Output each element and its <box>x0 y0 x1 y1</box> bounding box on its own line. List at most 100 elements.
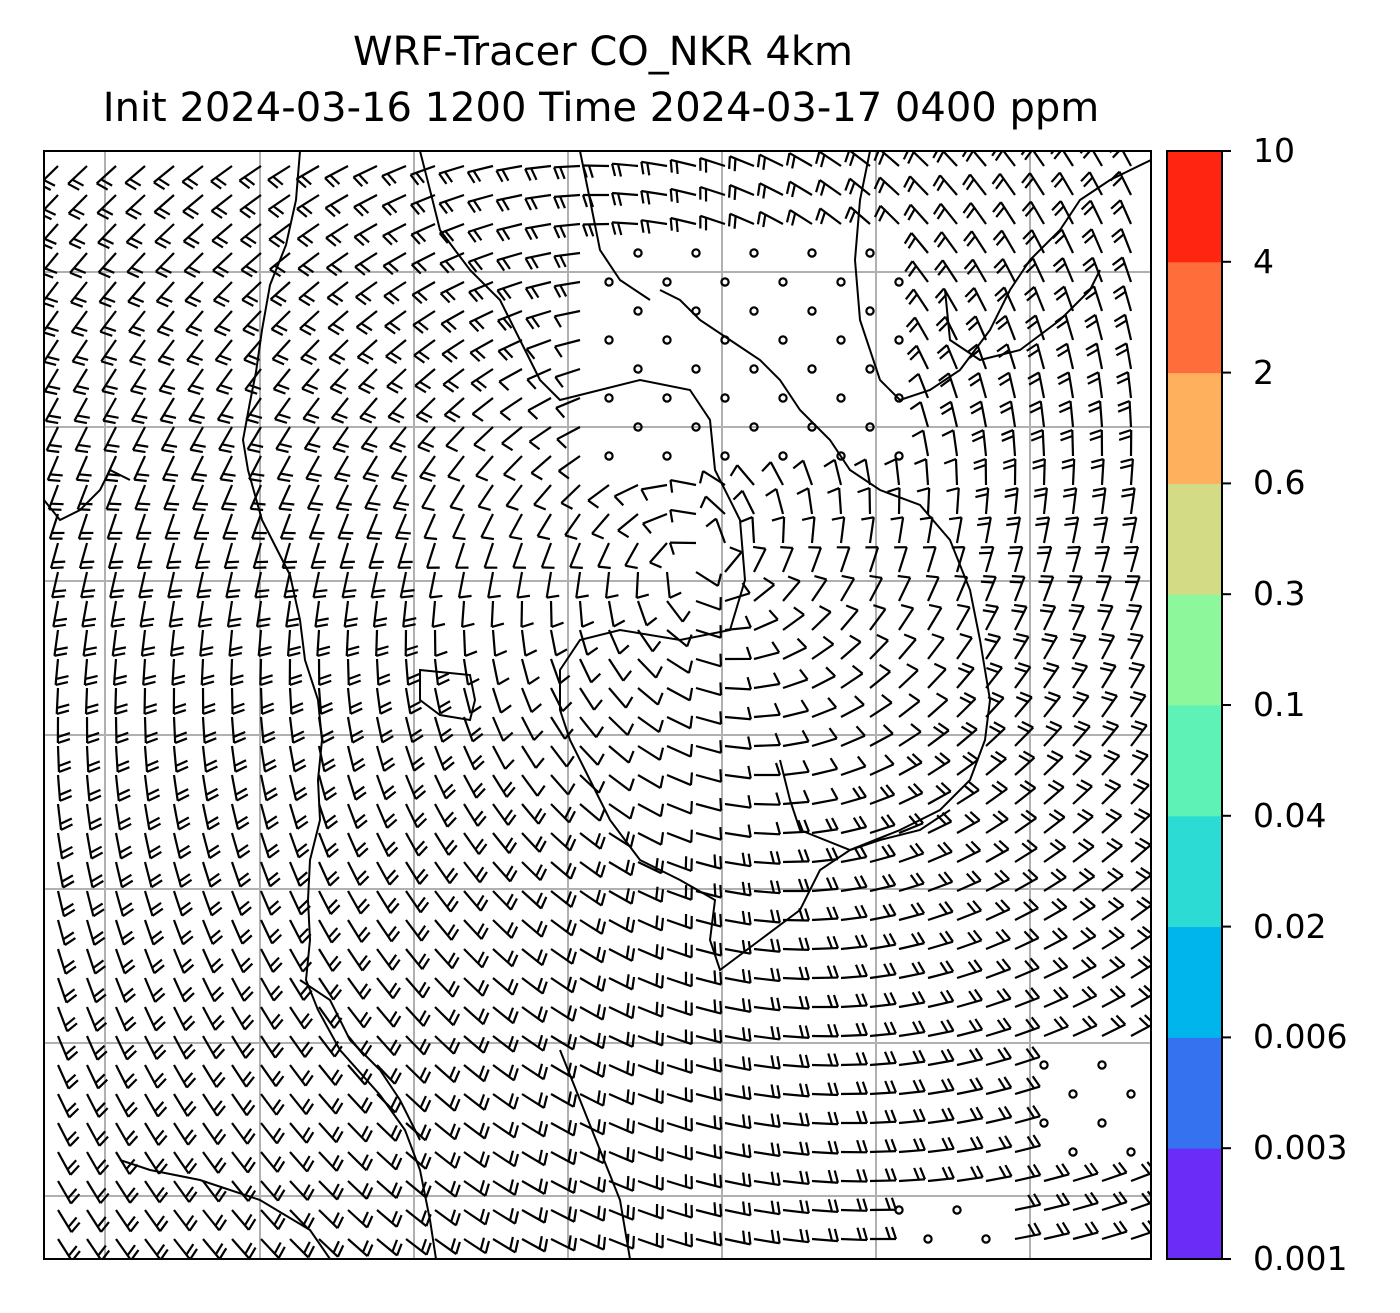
wind-barb <box>85 977 107 1004</box>
wind-barb <box>86 1209 110 1233</box>
wind-barb <box>524 164 552 181</box>
wind-barb <box>165 542 182 570</box>
wind-barb <box>376 1035 402 1057</box>
wind-barb <box>492 1207 520 1225</box>
wind-barb <box>579 889 607 907</box>
wind-barb <box>640 219 668 234</box>
wind-barb <box>1072 1221 1100 1241</box>
wind-barb <box>107 542 124 570</box>
wind-barb <box>1014 1134 1042 1154</box>
wind-barb <box>925 574 940 602</box>
wind-barb <box>550 948 577 965</box>
wind-barb <box>695 740 723 754</box>
wind-barb <box>216 397 234 425</box>
wind-barb <box>666 1232 693 1248</box>
wind-barb <box>869 873 897 893</box>
wind-barb <box>579 774 606 794</box>
wind-barb <box>375 716 394 744</box>
wind-barb <box>173 1180 198 1203</box>
wind-barb <box>399 571 415 599</box>
wind-barb <box>811 1140 840 1155</box>
wind-barb <box>932 151 958 167</box>
wind-barb <box>155 252 175 279</box>
wind-barb <box>956 1077 984 1096</box>
wind-barb <box>318 1238 345 1258</box>
wind-barb <box>520 629 538 657</box>
wind-barb <box>202 1180 227 1203</box>
calm-wind-circle <box>1068 1147 1078 1157</box>
wind-barb <box>1052 257 1075 283</box>
wind-barb <box>492 1150 520 1168</box>
wind-barb <box>202 1093 226 1117</box>
wind-barb <box>172 948 195 974</box>
wind-barb <box>114 890 135 917</box>
wind-barb <box>753 996 781 1012</box>
wind-barb <box>443 397 465 423</box>
wind-barb <box>695 711 723 726</box>
wind-barb <box>869 1109 897 1125</box>
wind-barb <box>922 546 937 573</box>
wind-barb <box>470 368 494 392</box>
wind-barb <box>212 281 233 308</box>
wind-barb <box>993 258 1016 283</box>
wind-barb <box>76 484 93 511</box>
wind-barb <box>260 977 284 1002</box>
wind-barb <box>385 339 407 365</box>
wind-barb <box>260 1006 284 1030</box>
wind-barb <box>477 484 494 512</box>
wind-barb <box>259 890 282 916</box>
wind-barb <box>346 687 363 715</box>
wind-barb <box>985 1046 1012 1067</box>
calm-wind-circle <box>604 393 614 403</box>
wind-barb <box>637 1059 664 1076</box>
wind-barb <box>728 155 755 172</box>
wind-barb <box>56 803 73 831</box>
wind-barb <box>438 193 465 215</box>
wind-barb <box>1124 575 1141 602</box>
wind-barb <box>526 367 552 390</box>
wind-barb <box>898 693 921 718</box>
wind-barb <box>1057 371 1075 399</box>
wind-barb <box>954 574 969 602</box>
wind-barb <box>724 969 752 984</box>
wind-barb <box>927 841 953 864</box>
wind-barb <box>669 187 697 204</box>
wind-barb <box>501 426 523 452</box>
wind-barb <box>114 745 130 773</box>
wind-barb <box>558 455 581 480</box>
wind-barb <box>357 368 378 395</box>
wind-barb <box>376 1151 403 1171</box>
calm-wind-circle <box>778 451 788 461</box>
wind-barb <box>521 1235 549 1253</box>
wind-barb <box>1064 516 1080 544</box>
wind-barb <box>666 942 693 959</box>
wind-barb <box>144 1064 167 1089</box>
wind-barb <box>312 571 328 599</box>
calm-wind-circle <box>633 248 643 258</box>
wind-barb <box>637 658 663 679</box>
wind-barb <box>410 193 436 216</box>
wind-barb <box>226 600 242 628</box>
wind-barb <box>550 1235 578 1252</box>
wind-barb <box>624 542 639 570</box>
wind-barb <box>540 542 555 569</box>
calm-wind-circle <box>1097 1060 1107 1070</box>
wind-barb <box>360 426 378 453</box>
wind-barb <box>160 426 178 454</box>
wind-barb <box>695 854 723 870</box>
wind-barb <box>1101 779 1122 805</box>
wind-barb <box>382 223 407 246</box>
wind-barb <box>898 753 923 776</box>
wind-barb <box>1072 779 1093 805</box>
wind-barb <box>611 162 639 177</box>
wind-barb <box>550 1206 578 1223</box>
wind-barb <box>52 600 68 628</box>
wind-barb <box>201 861 222 888</box>
wind-barb <box>143 832 162 860</box>
wind-barb <box>724 582 751 603</box>
wind-barb <box>463 977 490 997</box>
calm-wind-circle <box>894 335 904 345</box>
wind-barb <box>898 990 926 1009</box>
wind-barb <box>317 861 340 887</box>
wind-barb <box>840 904 868 922</box>
